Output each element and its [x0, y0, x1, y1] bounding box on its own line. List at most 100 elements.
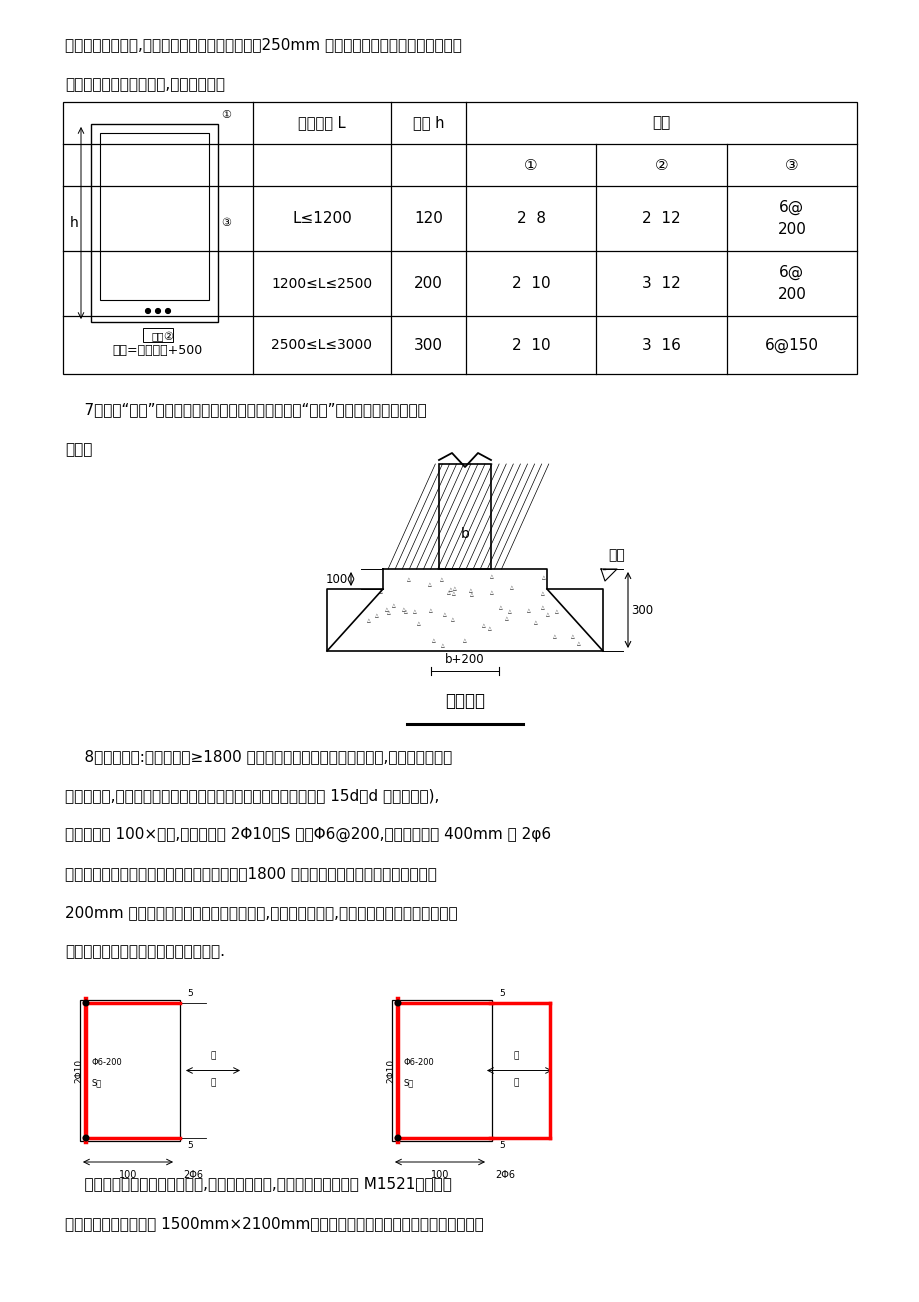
Bar — [391, 1000, 492, 1141]
Text: 3  12: 3 12 — [641, 276, 680, 292]
Text: 抱框尺寸为 100×墙厚,抱框主筋为 2Φ10，S 筋为Φ6@200,抱框沿高度每 400mm 设 2φ6: 抱框尺寸为 100×墙厚,抱框主筋为 2Φ10，S 筋为Φ6@200,抱框沿高度… — [65, 827, 550, 842]
Text: 100: 100 — [430, 1170, 448, 1180]
Text: Φ6-200: Φ6-200 — [403, 1059, 433, 1068]
Text: △: △ — [427, 582, 431, 587]
Text: △: △ — [482, 624, 485, 629]
Text: △: △ — [498, 605, 502, 611]
Text: △: △ — [379, 590, 382, 595]
Text: S筋: S筋 — [91, 1078, 101, 1087]
Text: 200: 200 — [414, 276, 442, 292]
Text: 8、门窗洞口:门窗洞口宽≥1800 时，采用与墙厚等宽的混凝土抱框,抱框的纵向钓筋: 8、门窗洞口:门窗洞口宽≥1800 时，采用与墙厚等宽的混凝土抱框,抱框的纵向钓… — [65, 749, 452, 764]
Text: 砖筑用的空心砖块底盖凿开，灵入砂浆.: 砖筑用的空心砖块底盖凿开，灵入砂浆. — [65, 944, 225, 960]
Text: ①: ① — [524, 158, 538, 172]
Text: 门窗洞口尺寸必须与图纸相符,以建筑标高为准,图纸中注明门洞口为 M1521，则砖筑: 门窗洞口尺寸必须与图纸相符,以建筑标高为准,图纸中注明门洞口为 M1521，则砖… — [65, 1176, 451, 1191]
Text: 口宽度按下图施工,当洞口离柱或混凝土墙距离＜250mm 时，其过梁应现浇，可先由柱、混: 口宽度按下图施工,当洞口离柱或混凝土墙距离＜250mm 时，其过梁应现浇，可先由… — [65, 36, 461, 52]
Text: 5: 5 — [499, 990, 505, 999]
Text: 2  10: 2 10 — [511, 337, 550, 353]
Text: 所示：: 所示： — [65, 441, 92, 457]
Text: ②: ② — [163, 332, 173, 342]
Text: 洞口宽度 L: 洞口宽度 L — [298, 116, 346, 130]
Text: S筋: S筋 — [403, 1078, 413, 1087]
Text: △: △ — [571, 634, 574, 639]
Circle shape — [83, 1000, 89, 1006]
Text: △: △ — [439, 577, 444, 582]
Text: △: △ — [507, 609, 511, 615]
Text: △: △ — [416, 621, 420, 626]
Text: h: h — [70, 216, 78, 230]
Text: △: △ — [391, 603, 395, 608]
Bar — [142, 328, 173, 342]
Text: 配筋: 配筋 — [652, 116, 670, 130]
Text: △: △ — [469, 589, 472, 594]
Text: △: △ — [505, 616, 508, 621]
Text: △: △ — [576, 642, 580, 647]
Text: △: △ — [545, 612, 549, 617]
Text: △: △ — [374, 613, 378, 618]
Text: 5: 5 — [187, 1141, 193, 1150]
Text: △: △ — [449, 587, 453, 592]
Text: 100: 100 — [119, 1170, 137, 1180]
Text: △: △ — [540, 605, 545, 611]
Text: 凝土墙留出过梁纵向钓筋,砖筑时现浇。: 凝土墙留出过梁纵向钓筋,砖筑时现浇。 — [65, 77, 225, 92]
Text: 200: 200 — [777, 223, 805, 237]
Text: △: △ — [385, 608, 389, 613]
Text: ①: ① — [221, 109, 231, 120]
Text: △: △ — [510, 585, 514, 590]
Circle shape — [155, 309, 160, 314]
Text: 6@150: 6@150 — [764, 337, 818, 353]
Text: 300: 300 — [414, 337, 443, 353]
Text: △: △ — [402, 607, 405, 612]
Text: △: △ — [431, 639, 435, 643]
Text: △: △ — [450, 617, 454, 622]
Bar — [91, 124, 218, 322]
Text: 2  10: 2 10 — [511, 276, 550, 292]
Text: 200mm 高的水泥砖。当窗下口无窗台挑板,且无混凝土带时,窗洞口处理方法为：将窗下口: 200mm 高的水泥砖。当窗下口无窗台挑板,且无混凝土带时,窗洞口处理方法为：将… — [65, 905, 457, 921]
Text: 内墙地骨: 内墙地骨 — [445, 691, 484, 710]
Text: b: b — [460, 527, 469, 542]
Text: 应贯通墙身,并采用植筋的方式锤固于楼层的梁板中，植入深度为 15d（d 为钓筋直径),: 应贯通墙身,并采用植筋的方式锤固于楼层的梁板中，植入深度为 15d（d 为钓筋直… — [65, 788, 439, 803]
Text: 100: 100 — [325, 573, 347, 586]
Text: 5: 5 — [499, 1141, 505, 1150]
Text: ②: ② — [654, 158, 667, 172]
Text: Φ6-200: Φ6-200 — [91, 1059, 121, 1068]
Text: △: △ — [413, 609, 416, 615]
Circle shape — [165, 309, 170, 314]
Bar — [100, 133, 209, 299]
Text: △: △ — [440, 643, 444, 648]
Text: 2Φ10: 2Φ10 — [74, 1059, 84, 1082]
Text: △: △ — [367, 618, 370, 624]
Text: 墙: 墙 — [513, 1052, 518, 1061]
Text: 通长拉结筋，抱框做法见下图。门窗洞口宽＜1800 时，在门窗洞口两侧墙体每隔一皮砖: 通长拉结筋，抱框做法见下图。门窗洞口宽＜1800 时，在门窗洞口两侧墙体每隔一皮… — [65, 866, 437, 881]
Text: △: △ — [542, 575, 546, 579]
Text: 厚: 厚 — [210, 1078, 215, 1087]
Text: 尺寸 h: 尺寸 h — [413, 116, 444, 130]
Text: 6@: 6@ — [778, 201, 803, 215]
Text: △: △ — [429, 608, 433, 613]
Text: △: △ — [527, 608, 530, 613]
Text: △: △ — [489, 574, 493, 579]
Bar — [62, 102, 857, 374]
Text: △: △ — [452, 591, 456, 596]
Text: 1200≤L≤2500: 1200≤L≤2500 — [271, 276, 372, 290]
Text: 3  16: 3 16 — [641, 337, 680, 353]
Text: 2Φ6: 2Φ6 — [494, 1170, 515, 1180]
Circle shape — [83, 1135, 89, 1141]
Text: ③: ③ — [784, 158, 798, 172]
Circle shape — [145, 309, 150, 314]
Text: △: △ — [463, 638, 467, 643]
Text: △: △ — [407, 577, 411, 582]
Text: 2  12: 2 12 — [641, 211, 680, 227]
Text: △: △ — [533, 621, 538, 625]
Text: 7、内墙“地骨”：按设计图纸要求，首层内隔墙下设“地骨”，即元宝基础，如下图: 7、内墙“地骨”：按设计图纸要求，首层内隔墙下设“地骨”，即元宝基础，如下图 — [65, 402, 426, 417]
Text: △: △ — [489, 590, 493, 595]
Text: 梁长=洞口宽度+500: 梁长=洞口宽度+500 — [113, 344, 203, 357]
Text: △: △ — [554, 609, 558, 615]
Text: △: △ — [442, 612, 446, 617]
Text: 2  8: 2 8 — [516, 211, 545, 227]
Text: △: △ — [552, 634, 556, 639]
Text: 2500≤L≤3000: 2500≤L≤3000 — [271, 339, 372, 352]
Text: △: △ — [387, 611, 391, 616]
Text: 5: 5 — [187, 990, 193, 999]
Text: 120: 120 — [414, 211, 442, 227]
Circle shape — [395, 1135, 401, 1141]
